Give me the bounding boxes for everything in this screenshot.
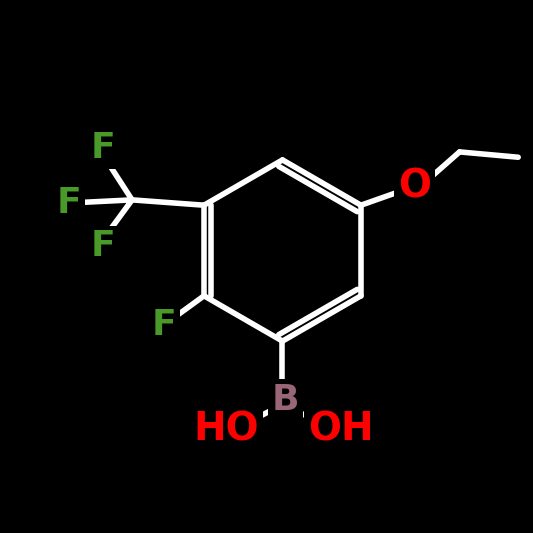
Text: F: F <box>152 308 176 342</box>
Text: HO: HO <box>193 410 260 448</box>
Text: F: F <box>91 131 115 165</box>
Text: F: F <box>91 229 115 263</box>
Text: OH: OH <box>308 410 374 448</box>
Text: F: F <box>57 185 82 220</box>
Text: F: F <box>152 308 176 342</box>
Text: O: O <box>398 167 431 206</box>
Text: B: B <box>271 383 299 417</box>
Text: F: F <box>91 229 115 263</box>
Text: OH: OH <box>308 410 374 448</box>
Text: HO: HO <box>193 410 260 448</box>
Text: B: B <box>271 383 299 417</box>
Text: O: O <box>398 167 431 206</box>
Text: F: F <box>91 131 115 165</box>
Text: F: F <box>57 185 82 220</box>
